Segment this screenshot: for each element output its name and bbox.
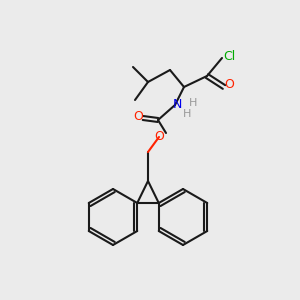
Text: O: O xyxy=(224,79,234,92)
Text: O: O xyxy=(154,130,164,143)
Text: H: H xyxy=(183,109,191,119)
Text: N: N xyxy=(172,98,182,110)
Text: H: H xyxy=(189,98,197,108)
Text: Cl: Cl xyxy=(223,50,235,62)
Text: O: O xyxy=(133,110,143,124)
